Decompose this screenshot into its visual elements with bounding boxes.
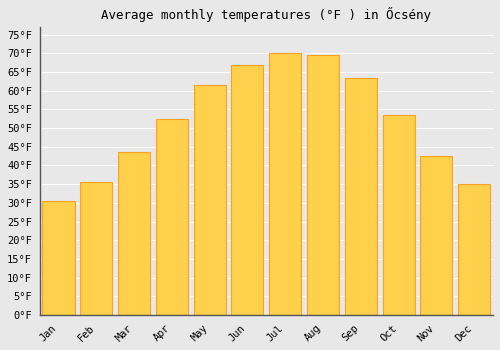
Bar [118, 152, 150, 315]
Bar [420, 156, 452, 315]
Bar [80, 182, 112, 315]
Bar [194, 85, 226, 315]
Bar [269, 53, 302, 315]
Bar [42, 201, 74, 315]
Bar [382, 115, 414, 315]
Bar [307, 55, 339, 315]
Bar [232, 64, 264, 315]
Bar [156, 119, 188, 315]
Bar [344, 78, 377, 315]
Bar [458, 184, 490, 315]
Title: Average monthly temperatures (°F ) in Őcsény: Average monthly temperatures (°F ) in Őc… [102, 7, 431, 22]
